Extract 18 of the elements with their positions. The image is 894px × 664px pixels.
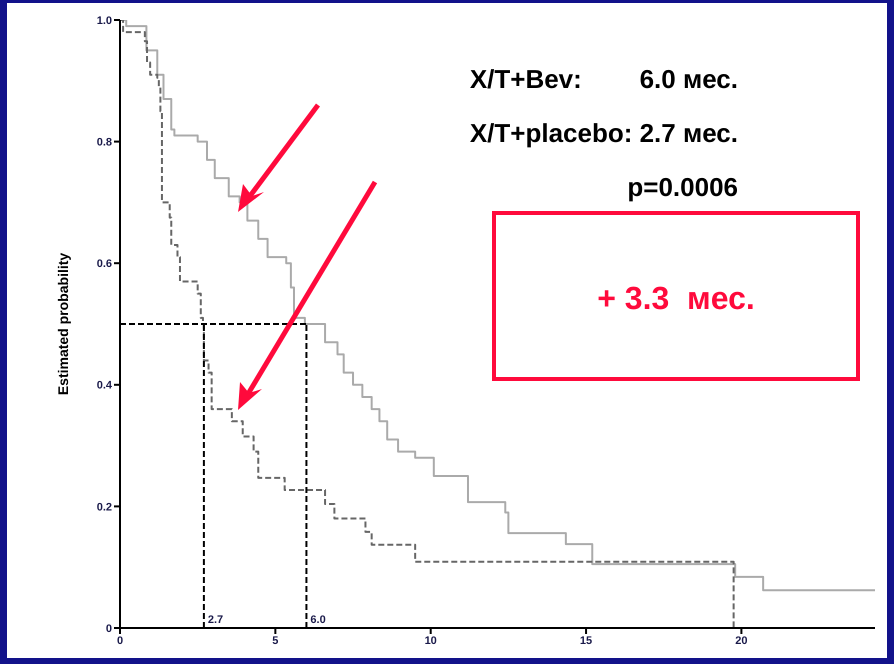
x-tick-label: 20 (735, 634, 748, 647)
y-tick-label: 0 (106, 622, 112, 635)
annotation: X/T+Bev: 6.0 мес. (470, 63, 738, 96)
y-axis-title: Estimated probability (54, 252, 71, 396)
y-tick-label: 0.4 (96, 380, 113, 392)
y-tick-label: 0.2 (96, 501, 112, 514)
annotation: + 3.3 мес. (596, 280, 756, 317)
annotation: p=0.0006 (626, 171, 738, 204)
annotation: 2.7 (208, 614, 224, 626)
annotation: X/T+placebo: 2.7 мес. (470, 117, 738, 150)
x-tick-label: 15 (580, 634, 592, 647)
x-tick-label: 0 (116, 634, 124, 647)
y-tick-label: 0.6 (96, 258, 112, 270)
x-tick-label: 5 (272, 634, 278, 647)
y-tick-label: 0.8 (96, 136, 112, 149)
x-tick-label: 10 (424, 634, 437, 647)
annotation: 6.0 (310, 614, 326, 626)
y-tick-label: 1.0 (96, 14, 112, 27)
